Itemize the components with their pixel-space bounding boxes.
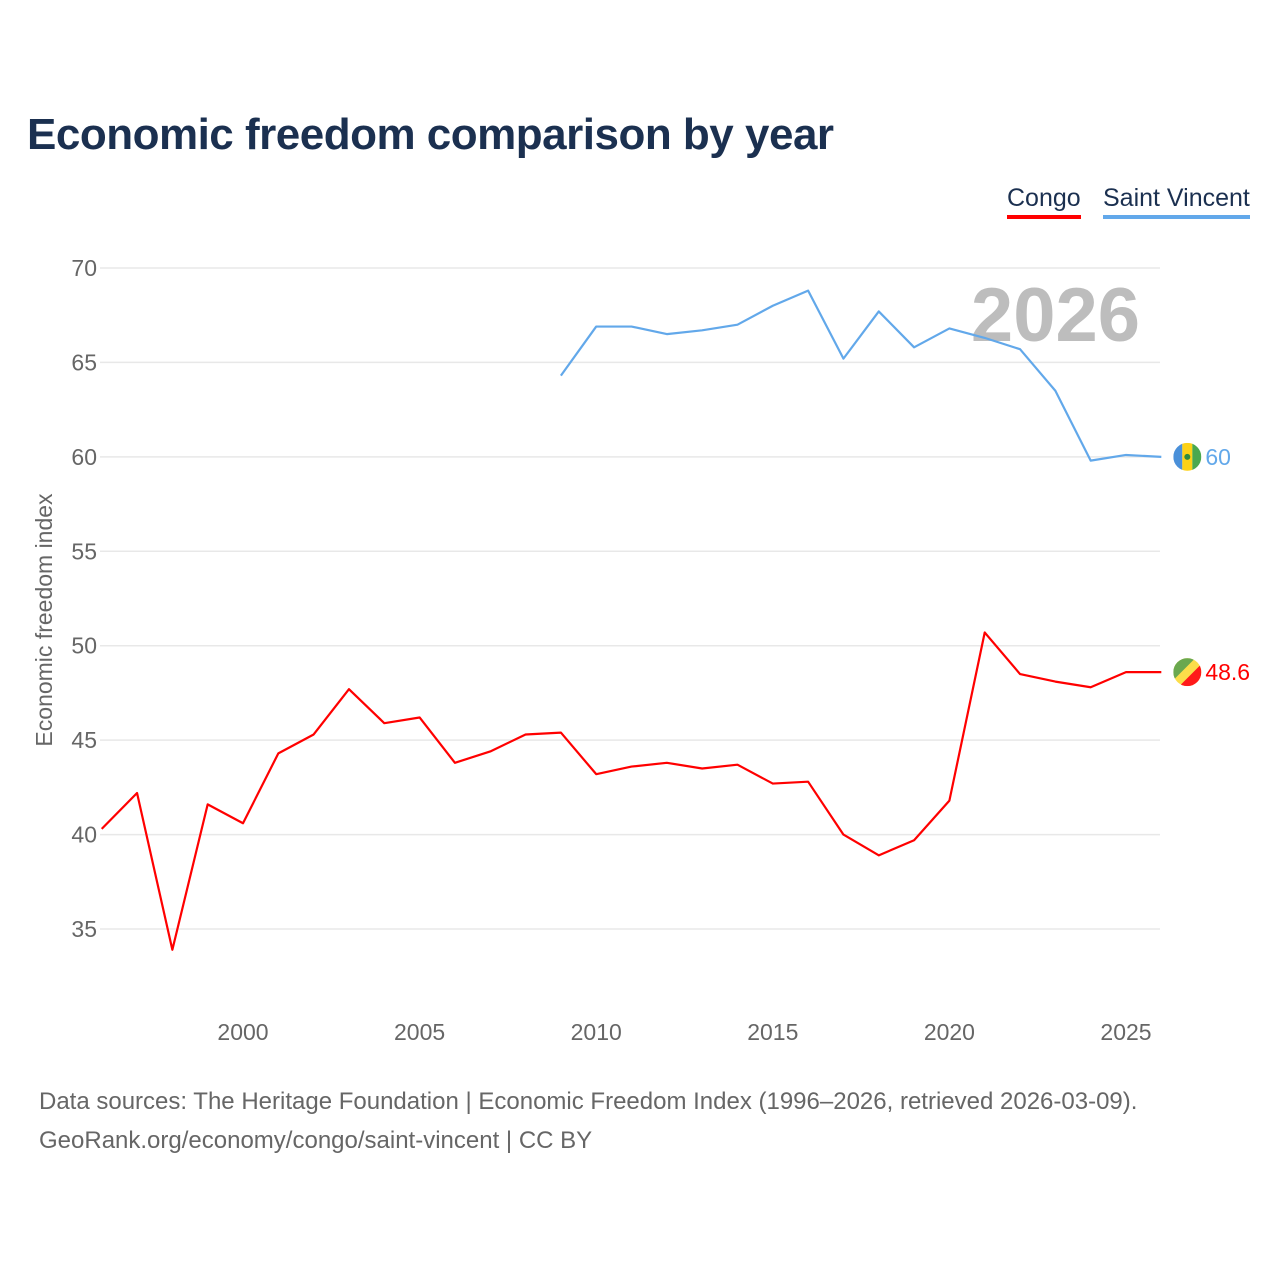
x-tick-label: 2005 [394, 1019, 445, 1045]
footer-credit: GeoRank.org/economy/congo/saint-vincent … [39, 1127, 593, 1154]
y-tick-label: 55 [71, 538, 97, 564]
x-tick-label: 2020 [924, 1019, 975, 1045]
legend-item-saint-vincent[interactable]: Saint Vincent [1103, 184, 1250, 219]
x-tick-label: 2025 [1100, 1019, 1151, 1045]
legend-item-congo[interactable]: Congo [1007, 184, 1081, 219]
y-axis-label: Economic freedom index [31, 493, 57, 747]
y-tick-label: 35 [71, 916, 97, 942]
series-line-saint-vincent [559, 289, 1162, 462]
series-line-congo [100, 631, 1162, 951]
x-tick-label: 2015 [747, 1019, 798, 1045]
year-watermark: 2026 [971, 273, 1140, 358]
footer-sources: Data sources: The Heritage Foundation | … [39, 1088, 1138, 1115]
y-tick-label: 60 [71, 444, 97, 470]
y-tick-label: 70 [71, 255, 97, 281]
chart-title: Economic freedom comparison by year [27, 110, 834, 159]
y-tick-label: 45 [71, 727, 97, 753]
y-tick-label: 50 [71, 633, 97, 659]
x-tick-label: 2010 [571, 1019, 622, 1045]
flag-icon-congo [1173, 658, 1202, 687]
end-value-label: 48.6 [1205, 659, 1250, 685]
y-tick-label: 65 [71, 349, 97, 375]
end-value-label: 60 [1205, 444, 1231, 470]
flag-icon-saint-vincent [1173, 442, 1202, 471]
y-tick-label: 40 [71, 822, 97, 848]
x-tick-label: 2000 [217, 1019, 268, 1045]
